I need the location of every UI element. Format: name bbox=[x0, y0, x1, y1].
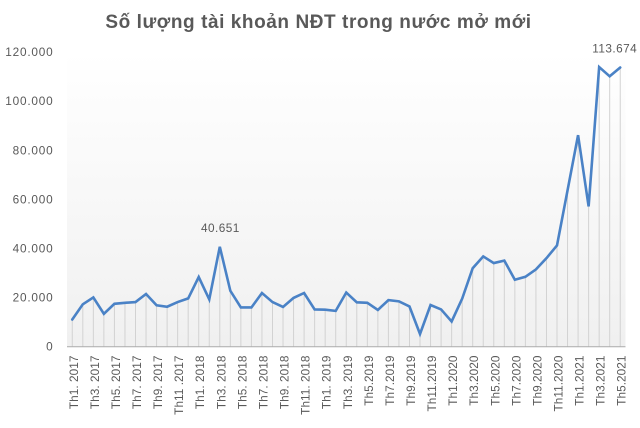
svg-text:120.000: 120.000 bbox=[5, 45, 53, 59]
svg-text:Th11.2020: Th11.2020 bbox=[552, 355, 566, 411]
svg-text:Th7.2019: Th7.2019 bbox=[383, 356, 397, 406]
svg-text:Th5. 2017: Th5. 2017 bbox=[109, 356, 123, 410]
svg-text:Th1. 2017: Th1. 2017 bbox=[67, 356, 81, 410]
svg-text:Th5.2019: Th5.2019 bbox=[362, 356, 376, 406]
svg-text:Th3. 2017: Th3. 2017 bbox=[88, 356, 102, 410]
svg-text:Th11.2019: Th11.2019 bbox=[425, 356, 439, 412]
svg-text:Th1. 2019: Th1. 2019 bbox=[320, 356, 334, 410]
svg-text:20.000: 20.000 bbox=[13, 291, 54, 305]
svg-text:Th1. 2018: Th1. 2018 bbox=[193, 355, 207, 409]
svg-text:Th7. 2017: Th7. 2017 bbox=[130, 356, 144, 410]
svg-text:Th1.2020: Th1.2020 bbox=[446, 355, 460, 406]
svg-text:40.000: 40.000 bbox=[13, 241, 54, 255]
svg-text:Th9.2020: Th9.2020 bbox=[530, 355, 544, 406]
svg-text:80.000: 80.000 bbox=[13, 143, 54, 157]
svg-text:Th5.2020: Th5.2020 bbox=[488, 355, 502, 406]
svg-text:Th1.2021: Th1.2021 bbox=[573, 356, 587, 406]
svg-text:Th5. 2018: Th5. 2018 bbox=[235, 355, 249, 409]
svg-text:Th9.2019: Th9.2019 bbox=[404, 356, 418, 406]
svg-text:100.000: 100.000 bbox=[5, 94, 53, 108]
svg-text:Th3.2021: Th3.2021 bbox=[594, 356, 608, 406]
svg-text:Th11 .2017: Th11 .2017 bbox=[172, 356, 186, 415]
svg-text:Th3. 2019: Th3. 2019 bbox=[341, 356, 355, 410]
svg-text:Th3.2020: Th3.2020 bbox=[467, 355, 481, 406]
svg-text:0: 0 bbox=[46, 340, 53, 354]
svg-text:Th9. 2018: Th9. 2018 bbox=[278, 355, 292, 409]
svg-text:Số lượng tài khoản NĐT trong n: Số lượng tài khoản NĐT trong nước mở mới bbox=[105, 12, 531, 33]
svg-text:Th7. 2018: Th7. 2018 bbox=[256, 355, 270, 409]
svg-text:Th9. 2017: Th9. 2017 bbox=[151, 356, 165, 410]
svg-text:Th7.2020: Th7.2020 bbox=[509, 355, 523, 406]
svg-text:60.000: 60.000 bbox=[13, 192, 54, 206]
svg-text:Th11. 2018: Th11. 2018 bbox=[299, 355, 313, 415]
svg-text:40.651: 40.651 bbox=[201, 221, 240, 235]
svg-text:113.674: 113.674 bbox=[592, 42, 637, 56]
svg-text:Th3. 2018: Th3. 2018 bbox=[214, 355, 228, 409]
svg-text:Th5.2021: Th5.2021 bbox=[615, 356, 629, 406]
